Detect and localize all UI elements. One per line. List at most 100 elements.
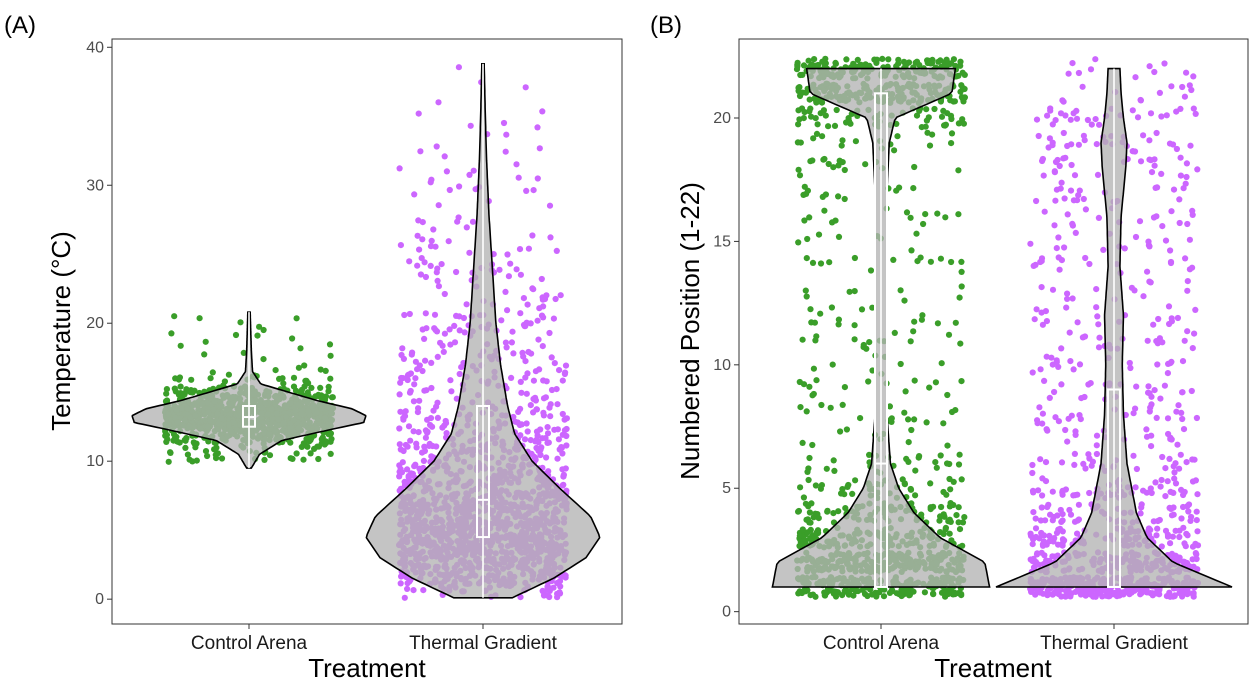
data-point [956, 294, 963, 301]
data-point [901, 409, 908, 416]
data-point [182, 437, 189, 444]
data-point [1183, 160, 1190, 167]
data-point [411, 191, 418, 198]
data-point [1056, 162, 1063, 170]
data-point [881, 586, 888, 593]
data-point [1146, 408, 1153, 415]
data-point [543, 454, 550, 461]
data-point [1075, 501, 1082, 508]
data-point [1146, 137, 1153, 144]
data-point [944, 442, 951, 449]
data-point [422, 427, 429, 434]
data-point [1167, 436, 1174, 443]
data-point [1133, 465, 1140, 473]
data-point [1173, 408, 1180, 415]
data-point [807, 526, 814, 534]
data-point [539, 343, 546, 350]
data-point [1049, 286, 1057, 293]
data-point [454, 218, 461, 225]
data-point [420, 587, 427, 594]
data-point [524, 370, 531, 377]
data-point [1134, 114, 1142, 121]
data-point [326, 341, 334, 348]
data-point [453, 395, 460, 402]
data-point [318, 392, 325, 399]
data-point [1157, 395, 1164, 402]
data-point [1179, 83, 1186, 91]
data-point [510, 350, 517, 357]
data-point [439, 424, 446, 431]
data-point [1185, 508, 1192, 515]
data-point [822, 191, 830, 198]
data-point [561, 427, 569, 434]
data-point [427, 415, 435, 422]
data-point [189, 389, 196, 396]
data-point [426, 440, 433, 447]
data-point [167, 449, 174, 456]
data-point [523, 390, 530, 397]
data-point [811, 319, 819, 326]
data-point [1145, 383, 1152, 390]
data-point [1054, 156, 1061, 164]
data-point [1166, 589, 1173, 596]
panel-a-x-axis-title: Treatment [308, 653, 426, 683]
data-point [1086, 489, 1093, 497]
data-point [1065, 415, 1072, 422]
data-point [503, 344, 510, 351]
data-point [934, 210, 941, 217]
data-point [797, 71, 804, 79]
data-point [1030, 508, 1037, 516]
data-point [1188, 86, 1195, 94]
data-point [1145, 238, 1152, 245]
panel-b-x-tick-label: Control Arena [823, 633, 940, 654]
data-point [1181, 558, 1188, 565]
data-point [559, 377, 566, 384]
data-point [553, 247, 560, 254]
data-point [563, 442, 570, 449]
data-point [947, 112, 955, 119]
data-point [944, 460, 951, 467]
data-point [930, 591, 937, 598]
data-point [318, 436, 325, 443]
data-point [801, 183, 808, 190]
data-point [295, 364, 302, 371]
data-point [891, 329, 898, 336]
data-point [458, 364, 465, 371]
data-point [1073, 115, 1081, 122]
data-point [414, 232, 421, 239]
data-point [1030, 564, 1038, 571]
data-point [1051, 169, 1058, 176]
data-point [947, 486, 954, 493]
data-point [1170, 511, 1177, 518]
data-point [922, 211, 929, 218]
data-point [232, 331, 240, 339]
data-point [415, 110, 422, 117]
data-point [414, 262, 421, 269]
data-point [1068, 161, 1075, 169]
data-point [885, 56, 892, 63]
data-point [213, 455, 220, 462]
data-point [795, 166, 802, 173]
data-point [505, 273, 512, 280]
data-point [428, 359, 435, 366]
data-point [327, 438, 334, 445]
panel-a-y-tick-label: 10 [86, 453, 104, 470]
data-point [915, 454, 922, 461]
data-point [1033, 551, 1041, 558]
data-point [1120, 591, 1127, 598]
data-point [445, 238, 452, 245]
data-point [948, 537, 955, 544]
data-point [1144, 268, 1151, 275]
data-point [1037, 456, 1044, 463]
panel-a-y-axis-title: Temperature (°C) [46, 231, 76, 431]
data-point [1168, 208, 1175, 215]
data-point [800, 62, 808, 69]
data-point [951, 591, 959, 598]
data-point [810, 365, 818, 372]
data-point [322, 367, 329, 374]
data-point [913, 230, 920, 237]
data-point [447, 341, 454, 348]
data-point [911, 318, 918, 325]
data-point [1189, 556, 1196, 563]
data-point [1046, 135, 1053, 142]
